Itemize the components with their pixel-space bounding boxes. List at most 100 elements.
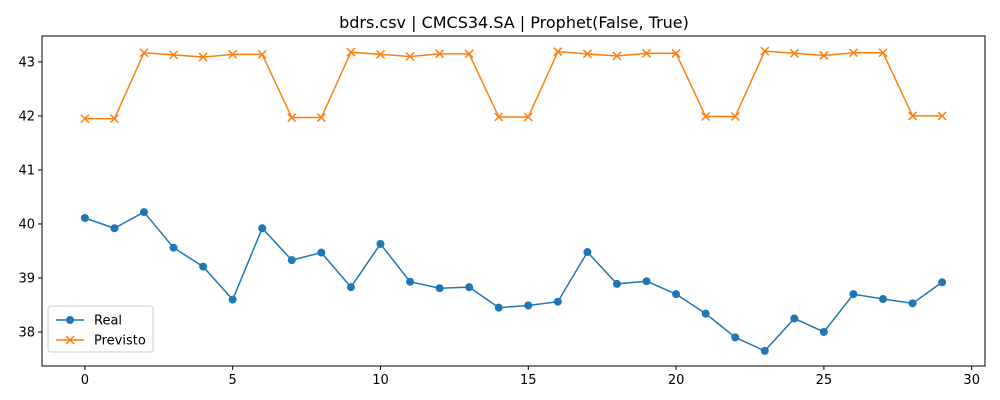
- data-point-previsto: [819, 50, 829, 60]
- x-marker-stroke: [730, 111, 740, 122]
- series-line-real: [84, 211, 943, 352]
- x-marker-stroke: [375, 49, 386, 59]
- data-point-real: [346, 283, 355, 292]
- data-point-real: [258, 224, 267, 233]
- data-point-previsto: [848, 48, 858, 58]
- data-point-real: [524, 301, 533, 310]
- data-point-real: [435, 284, 444, 293]
- data-point-previsto: [582, 49, 592, 59]
- x-tick-label: 30: [963, 373, 980, 388]
- legend-label: Previsto: [94, 334, 146, 349]
- x-tick-label: 5: [229, 373, 237, 388]
- x-marker-stroke: [494, 112, 504, 122]
- data-point-previsto: [316, 113, 326, 123]
- y-tick-label: 41: [18, 163, 35, 178]
- data-point-real: [760, 346, 769, 355]
- data-point-previsto: [287, 113, 297, 123]
- x-marker-stroke: [553, 47, 563, 57]
- legend-label: Real: [94, 314, 122, 329]
- data-point-previsto: [169, 50, 179, 60]
- data-point-previsto: [139, 48, 149, 58]
- data-point-real: [406, 277, 415, 286]
- legend-marker: [65, 335, 75, 345]
- plot-frame: [41, 35, 986, 367]
- x-marker-stroke: [848, 48, 858, 58]
- data-point-previsto: [612, 51, 622, 61]
- x-marker-stroke: [287, 113, 297, 123]
- x-marker-stroke: [701, 111, 711, 122]
- data-point-real: [465, 283, 474, 292]
- data-point-real: [376, 239, 385, 248]
- data-point-real: [819, 327, 828, 336]
- x-marker-stroke: [435, 49, 445, 59]
- plot-area: [80, 46, 947, 355]
- x-marker-stroke: [671, 48, 681, 58]
- data-point-real: [139, 208, 148, 217]
- data-point-real: [228, 295, 237, 304]
- x-tick-label: 10: [372, 373, 389, 388]
- data-point-real: [287, 256, 296, 265]
- data-point-real: [938, 278, 947, 287]
- x-marker-stroke: [582, 49, 592, 59]
- data-point-real: [879, 295, 888, 304]
- data-point-previsto: [198, 52, 208, 62]
- x-marker-stroke: [908, 111, 918, 121]
- data-point-real: [790, 314, 799, 323]
- data-point-real: [80, 214, 89, 223]
- data-point-previsto: [701, 111, 711, 122]
- data-point-real: [317, 248, 326, 257]
- data-point-real: [701, 309, 710, 318]
- data-point-previsto: [523, 112, 533, 122]
- x-tick-label: 25: [816, 373, 833, 388]
- data-point-previsto: [375, 49, 386, 59]
- data-point-previsto: [730, 111, 740, 122]
- data-point-previsto: [878, 48, 888, 58]
- x-marker-stroke: [346, 47, 356, 57]
- x-tick-label: 15: [520, 373, 537, 388]
- x-marker-stroke: [612, 51, 622, 61]
- data-point-previsto: [435, 49, 445, 59]
- x-marker-stroke: [789, 48, 799, 58]
- x-marker-stroke: [316, 113, 326, 123]
- x-tick-label: 20: [668, 373, 685, 388]
- data-point-previsto: [641, 48, 652, 58]
- x-marker-stroke: [878, 48, 888, 58]
- data-point-previsto: [937, 111, 947, 121]
- data-point-previsto: [671, 48, 681, 58]
- legend-entry-real: Real: [56, 314, 122, 329]
- x-marker-stroke: [464, 49, 474, 59]
- data-point-previsto: [464, 49, 474, 59]
- data-point-real: [672, 290, 681, 299]
- x-marker-stroke: [80, 114, 90, 124]
- axes: 0 5 10 15 20 25 30 38 39 40 41 42 43: [18, 35, 986, 388]
- x-tick-label: 0: [81, 373, 89, 388]
- y-tick-label: 43: [18, 55, 35, 70]
- data-point-real: [583, 248, 592, 257]
- data-point-previsto: [109, 114, 119, 124]
- data-point-real: [642, 277, 651, 286]
- legend: Real Previsto: [47, 305, 154, 353]
- x-marker-stroke: [169, 50, 179, 60]
- data-point-real: [731, 333, 740, 342]
- data-point-real: [169, 243, 178, 252]
- data-point-previsto: [228, 49, 238, 59]
- data-point-previsto: [760, 46, 770, 56]
- x-marker-stroke: [523, 112, 533, 122]
- legend-marker: [66, 316, 74, 324]
- x-marker-stroke: [760, 46, 770, 56]
- y-tick-label: 42: [18, 109, 35, 124]
- data-point-previsto: [405, 51, 415, 62]
- data-point-real: [612, 279, 621, 288]
- y-tick-label: 39: [18, 271, 35, 286]
- x-marker-stroke: [198, 52, 208, 62]
- data-point-real: [199, 262, 208, 271]
- data-point-previsto: [789, 48, 799, 58]
- data-point-previsto: [80, 114, 90, 124]
- series-line-previsto: [84, 50, 943, 120]
- data-point-real: [849, 290, 858, 299]
- x-marker-stroke: [405, 51, 415, 62]
- data-point-real: [908, 299, 917, 308]
- x-marker-stroke: [819, 50, 829, 60]
